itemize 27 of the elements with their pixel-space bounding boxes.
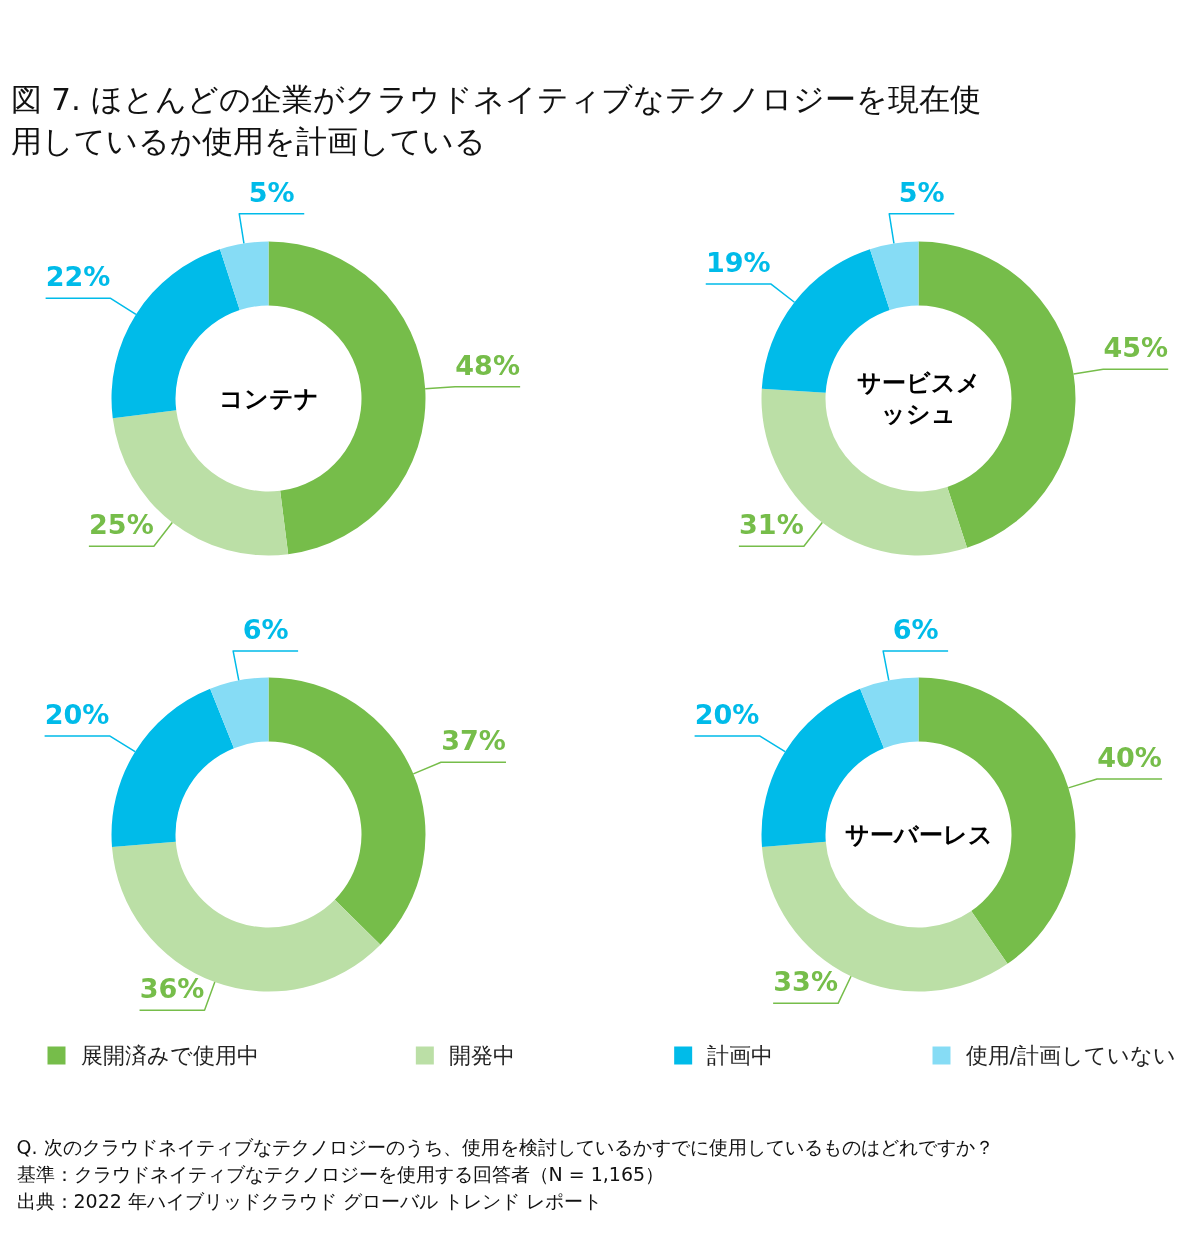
data-label: 20% [694, 698, 760, 730]
text: 基準：クラウドネイティブなテクノロジーを使用する回答者（N = 1,165） [16, 1162, 665, 1185]
legend-label: 計画中 [707, 1043, 774, 1068]
slice-label: サービスメッシュ [856, 369, 981, 428]
data-label: 31% [739, 509, 804, 541]
slice-label: サーバーレス [844, 820, 993, 849]
data-label: 45% [1103, 332, 1169, 364]
data-label: 6% [892, 613, 939, 645]
data-label: 19% [705, 246, 771, 278]
data-label: 5% [898, 176, 945, 208]
data-label: 33% [773, 966, 838, 998]
data-label: 37% [441, 725, 506, 757]
data-label: 48% [455, 349, 520, 381]
data-label: 6% [242, 613, 289, 645]
source-note: 出典：2022 年ハイブリッドクラウド グローバル トレンド レポート [16, 1189, 603, 1212]
text: Q. 次のクラウドネイティブなテクノロジーのうち、使用を検討しているかすでに使用しているものはどれですか？ [16, 1135, 994, 1158]
legend-label: 開発中 [448, 1043, 515, 1068]
data-label: 40% [1097, 741, 1162, 773]
data-label: 5% [248, 176, 295, 208]
data-label: 22% [45, 261, 111, 293]
chart-title: 図 7. ほとんどの企業がクラウドネイティブなテクノロジーを現在使用しているか使用を計画している [10, 80, 981, 159]
data-label: 36% [139, 973, 205, 1005]
legend-label: 展開済みで使用中 [80, 1043, 259, 1068]
legend-label: 使用/計画していない [965, 1043, 1176, 1068]
data-label: 25% [89, 509, 154, 541]
slice-label: コンテナ [218, 384, 319, 413]
data-label: 20% [44, 698, 110, 730]
